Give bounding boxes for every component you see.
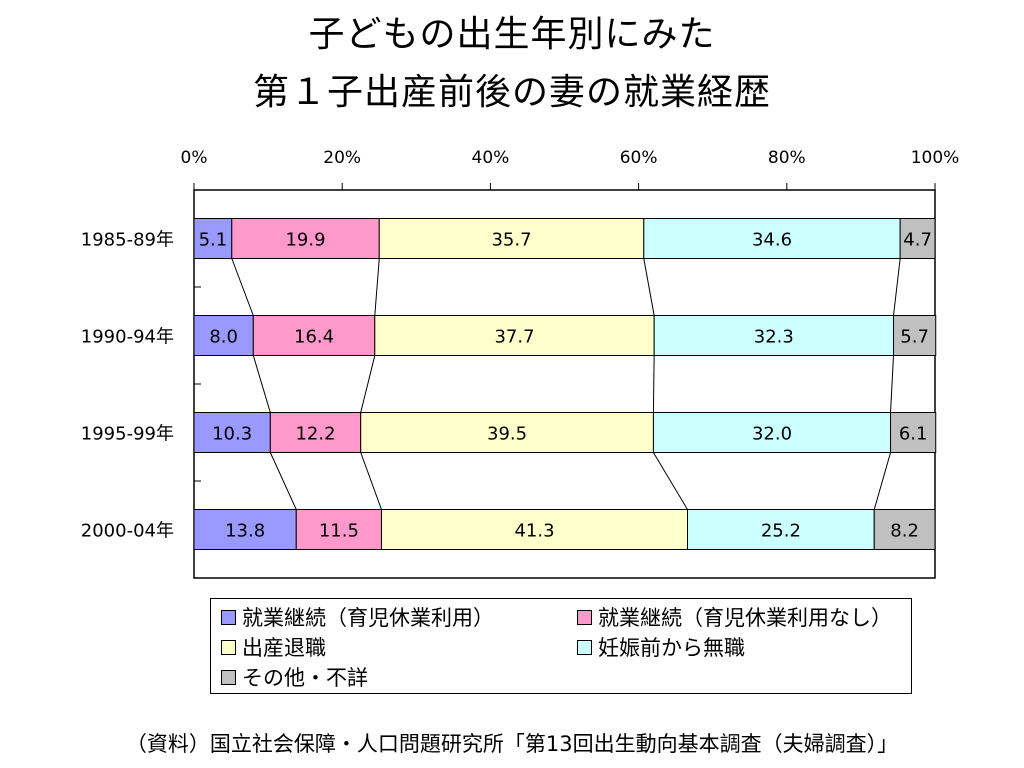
chart-legend: 就業継続（育児休業利用） 就業継続（育児休業利用なし） 出産退職 妊娠前から無職… bbox=[210, 598, 912, 694]
chart-title-line-1: 子どもの出生年別にみた bbox=[308, 14, 716, 55]
bar-value-label: 35.7 bbox=[491, 230, 531, 251]
bar-value-label: 32.3 bbox=[754, 327, 794, 348]
bar-segment bbox=[295, 509, 382, 550]
series-connector-line bbox=[652, 355, 655, 413]
bar-value-label: 12.2 bbox=[295, 424, 335, 445]
bar-segment bbox=[193, 412, 271, 453]
series-connector-line bbox=[873, 452, 892, 510]
bar-segment bbox=[269, 412, 362, 453]
bar-value-label: 39.5 bbox=[487, 424, 527, 445]
legend-swatch bbox=[577, 639, 592, 655]
stacked-bar-chart: 0% 20% 40% 60% 80% 100% 5.1 19.9 35.7 34.6 4.7 1985… bbox=[81, 148, 960, 579]
bar-value-label: 41.3 bbox=[514, 521, 554, 542]
x-tick-label: 20% bbox=[323, 148, 361, 168]
bar-segment bbox=[378, 218, 645, 259]
legend-item: 妊娠前から無職 bbox=[577, 632, 745, 662]
bar-segment bbox=[360, 412, 654, 453]
legend-item: 就業継続（育児休業利用なし） bbox=[577, 602, 892, 632]
x-tick-label: 100% bbox=[911, 148, 960, 168]
bar-value-label: 34.6 bbox=[752, 230, 792, 251]
bar-value-label: 8.0 bbox=[209, 327, 238, 348]
category-label: 1995-99年 bbox=[81, 424, 174, 445]
bar-value-label: 5.1 bbox=[199, 230, 228, 251]
bar-segment bbox=[193, 509, 297, 550]
series-connector-line bbox=[269, 452, 297, 510]
series-connector-line bbox=[893, 258, 901, 316]
bar-segment bbox=[893, 315, 937, 356]
bar-value-label: 4.7 bbox=[903, 230, 932, 251]
category-label: 1990-94年 bbox=[81, 327, 174, 348]
legend-swatch bbox=[577, 609, 592, 625]
bar-value-label: 11.5 bbox=[319, 521, 359, 542]
legend-label: 妊娠前から無職 bbox=[598, 636, 745, 660]
category-label: 1985-89年 bbox=[81, 230, 174, 251]
x-tick-label: 0% bbox=[181, 148, 208, 168]
legend-item: 出産退職 bbox=[221, 632, 326, 662]
legend-label: 就業継続（育児休業利用なし） bbox=[598, 606, 892, 630]
bar-segment bbox=[653, 315, 895, 356]
bar-value-label: 16.4 bbox=[294, 327, 334, 348]
bar-segment bbox=[231, 218, 380, 259]
bar-value-label: 19.9 bbox=[285, 230, 325, 251]
bar-segment bbox=[687, 509, 875, 550]
bar-value-label: 8.2 bbox=[890, 521, 919, 542]
legend-label: 就業継続（育児休業利用） bbox=[242, 606, 494, 630]
bar-segment bbox=[873, 509, 936, 550]
bar-segment bbox=[193, 218, 233, 259]
bar-segment bbox=[899, 218, 936, 259]
legend-item: その他・不詳 bbox=[221, 662, 368, 692]
series-connector-line bbox=[360, 452, 382, 510]
series-connector-line bbox=[652, 452, 688, 510]
bar-value-label: 6.1 bbox=[899, 424, 928, 445]
bar-segment bbox=[374, 315, 655, 356]
legend-swatch bbox=[221, 669, 236, 685]
bar-value-label: 37.7 bbox=[494, 327, 534, 348]
category-label: 2000-04年 bbox=[81, 521, 174, 542]
series-connector-line bbox=[643, 258, 655, 316]
bar-value-label: 5.7 bbox=[900, 327, 929, 348]
legend-swatch bbox=[221, 639, 236, 655]
legend-label: その他・不詳 bbox=[242, 666, 368, 690]
series-connector-line bbox=[252, 355, 271, 413]
bar-value-label: 32.0 bbox=[752, 424, 792, 445]
series-connector-line bbox=[360, 355, 376, 413]
source-note: （資料）国立社会保障・人口問題研究所「第13回出生動向基本調査（夫婦調査）」 bbox=[125, 732, 899, 756]
legend-swatch bbox=[221, 609, 236, 625]
series-connector-line bbox=[890, 355, 895, 413]
series-connector-line bbox=[374, 258, 380, 316]
bar-segment bbox=[890, 412, 937, 453]
series-connector-line bbox=[231, 258, 254, 316]
bar-segment bbox=[193, 315, 254, 356]
x-tick-label: 60% bbox=[620, 148, 658, 168]
bar-value-label: 10.3 bbox=[212, 424, 252, 445]
bar-segment bbox=[652, 412, 892, 453]
bar-value-label: 25.2 bbox=[761, 521, 801, 542]
x-tick-label: 80% bbox=[768, 148, 806, 168]
legend-item: 就業継続（育児休業利用） bbox=[221, 602, 494, 632]
x-tick-label: 40% bbox=[472, 148, 510, 168]
legend-label: 出産退職 bbox=[242, 636, 326, 660]
bar-value-label: 13.8 bbox=[225, 521, 265, 542]
chart-title-line-2: 第１子出産前後の妻の就業経歴 bbox=[252, 72, 771, 113]
bar-segment bbox=[643, 218, 901, 259]
